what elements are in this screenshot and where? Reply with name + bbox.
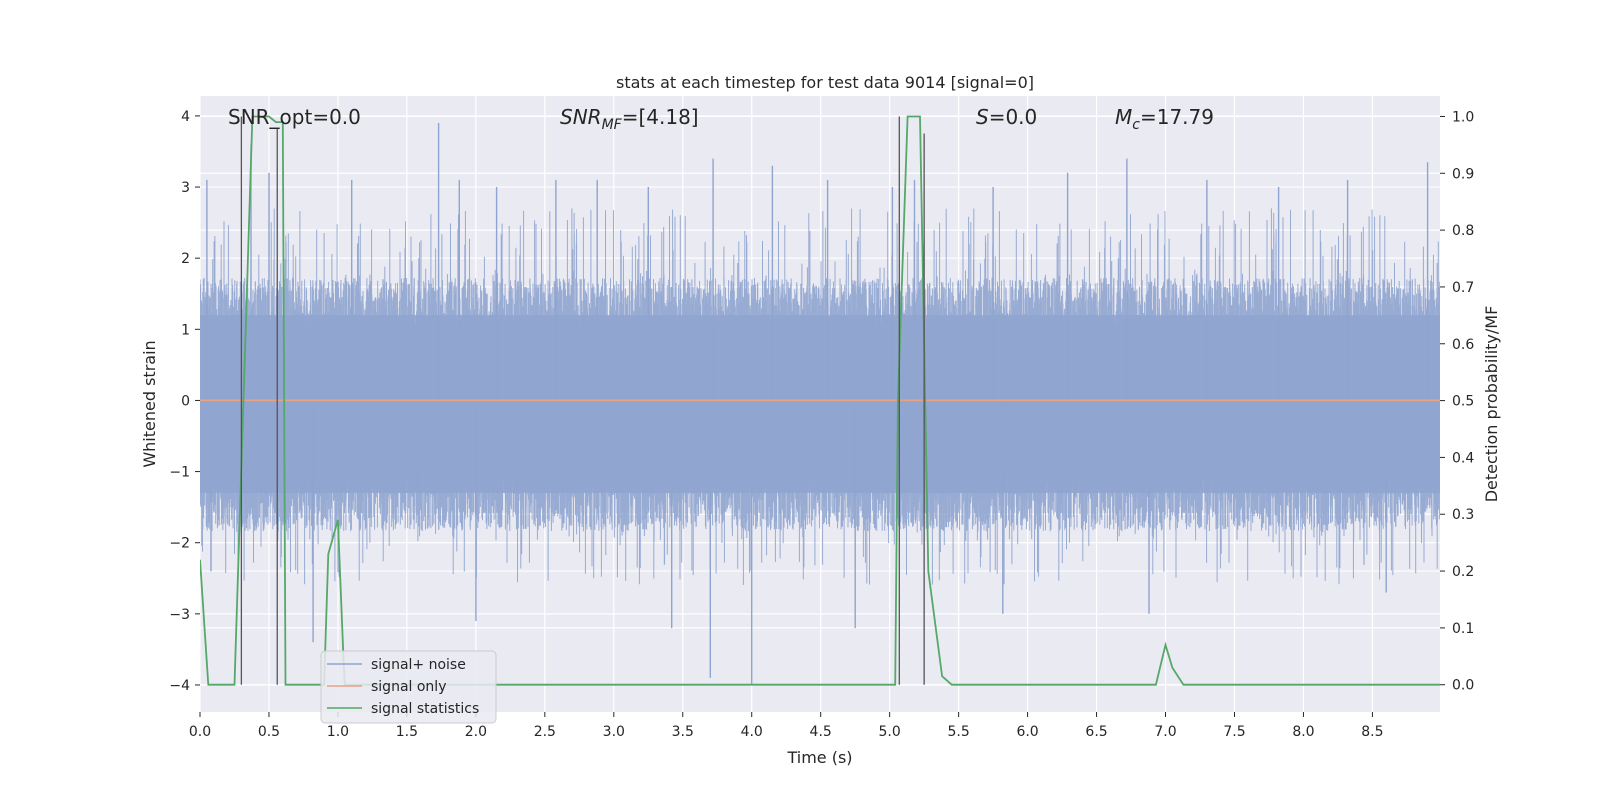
- mc-name: M: [1115, 105, 1132, 129]
- x-tick-label-16: 8.0: [1292, 724, 1314, 740]
- s-name: S: [976, 105, 989, 129]
- y-tick-label-3: −1: [169, 465, 190, 481]
- right-tick-label-4: 0.4: [1452, 450, 1474, 466]
- x-tick-label-1: 0.5: [258, 724, 280, 740]
- legend: signal+ noise signal only signal statist…: [320, 650, 497, 724]
- annotation-snr-opt: SNR_opt=0.0: [228, 105, 361, 129]
- x-tick-label-3: 1.5: [396, 724, 418, 740]
- x-tick-label-17: 8.5: [1361, 724, 1383, 740]
- x-tick-label-2: 1.0: [327, 724, 349, 740]
- y-axis-label: Whitened strain: [140, 340, 159, 467]
- annotation-mc: Mc=17.79: [1115, 105, 1214, 133]
- y-tick-label-1: −3: [169, 607, 190, 623]
- x-tick-label-7: 3.5: [672, 724, 694, 740]
- y-tick-label-6: 2: [181, 251, 190, 267]
- right-tick-label-9: 0.9: [1452, 166, 1474, 182]
- x-tick-label-14: 7.0: [1154, 724, 1176, 740]
- x-tick-label-11: 5.5: [947, 724, 969, 740]
- series-layer: [200, 115, 1440, 686]
- x-tick-label-12: 6.0: [1016, 724, 1038, 740]
- x-tick-label-15: 7.5: [1223, 724, 1245, 740]
- legend-label-signal-noise: signal+ noise: [371, 657, 466, 673]
- legend-box: [320, 650, 497, 724]
- right-tick-label-3: 0.3: [1452, 507, 1474, 523]
- x-tick-label-8: 4.0: [741, 724, 763, 740]
- right-tick-label-5: 0.5: [1452, 394, 1474, 410]
- x-tick-label-10: 5.0: [879, 724, 901, 740]
- x-axis-label: Time (s): [786, 748, 852, 767]
- snr-mf-subscript: MF: [602, 117, 623, 133]
- right-axis-ticks: 0.0 0.1 0.2 0.3 0.4 0.5 0.6 0.7 0.8 0.9 1.0: [1440, 109, 1474, 694]
- x-tick-label-5: 2.5: [534, 724, 556, 740]
- chart-title: stats at each timestep for test data 901…: [616, 73, 1034, 92]
- right-tick-label-0: 0.0: [1452, 678, 1474, 694]
- snr-mf-value: =[4.18]: [622, 105, 699, 129]
- right-tick-label-2: 0.2: [1452, 564, 1474, 580]
- right-tick-label-10: 1.0: [1452, 109, 1474, 125]
- x-axis-ticks: 0.0 0.5 1.0 1.5 2.0 2.5 3.0 3.5 4.0 4.5 5.0 5.5 6.0 6…: [189, 712, 1384, 740]
- x-tick-label-9: 4.5: [810, 724, 832, 740]
- s-value: =0.0: [989, 105, 1038, 129]
- annotation-s: S=0.0: [976, 105, 1037, 129]
- y-tick-label-0: −4: [169, 678, 190, 694]
- y-tick-label-4: 0: [181, 393, 190, 409]
- mc-subscript: c: [1132, 117, 1140, 133]
- right-tick-label-6: 0.6: [1452, 337, 1474, 353]
- x-tick-label-4: 2.0: [465, 724, 487, 740]
- series-signal-noise-extremes: [206, 123, 1429, 685]
- legend-label-signal-only: signal only: [371, 679, 446, 695]
- snr-mf-name: SNR: [560, 105, 602, 129]
- y-axis-ticks: −4 −3 −2 −1 0 1 2 3 4: [169, 109, 200, 694]
- right-tick-label-8: 0.8: [1452, 223, 1474, 239]
- y-tick-label-7: 3: [181, 180, 190, 196]
- annotation-snr-mf: SNRMF=[4.18]: [560, 105, 699, 133]
- x-tick-label-0: 0.0: [189, 724, 211, 740]
- right-tick-label-1: 0.1: [1452, 621, 1474, 637]
- right-tick-label-7: 0.7: [1452, 280, 1474, 296]
- legend-label-signal-statistics: signal statistics: [371, 701, 479, 717]
- right-y-axis-label: Detection probability/MF: [1482, 306, 1501, 503]
- y-tick-label-5: 1: [181, 322, 190, 338]
- x-tick-label-13: 6.5: [1085, 724, 1107, 740]
- y-tick-label-8: 4: [181, 109, 190, 125]
- mc-value: =17.79: [1140, 105, 1214, 129]
- y-tick-label-2: −2: [169, 536, 190, 552]
- x-tick-label-6: 3.0: [603, 724, 625, 740]
